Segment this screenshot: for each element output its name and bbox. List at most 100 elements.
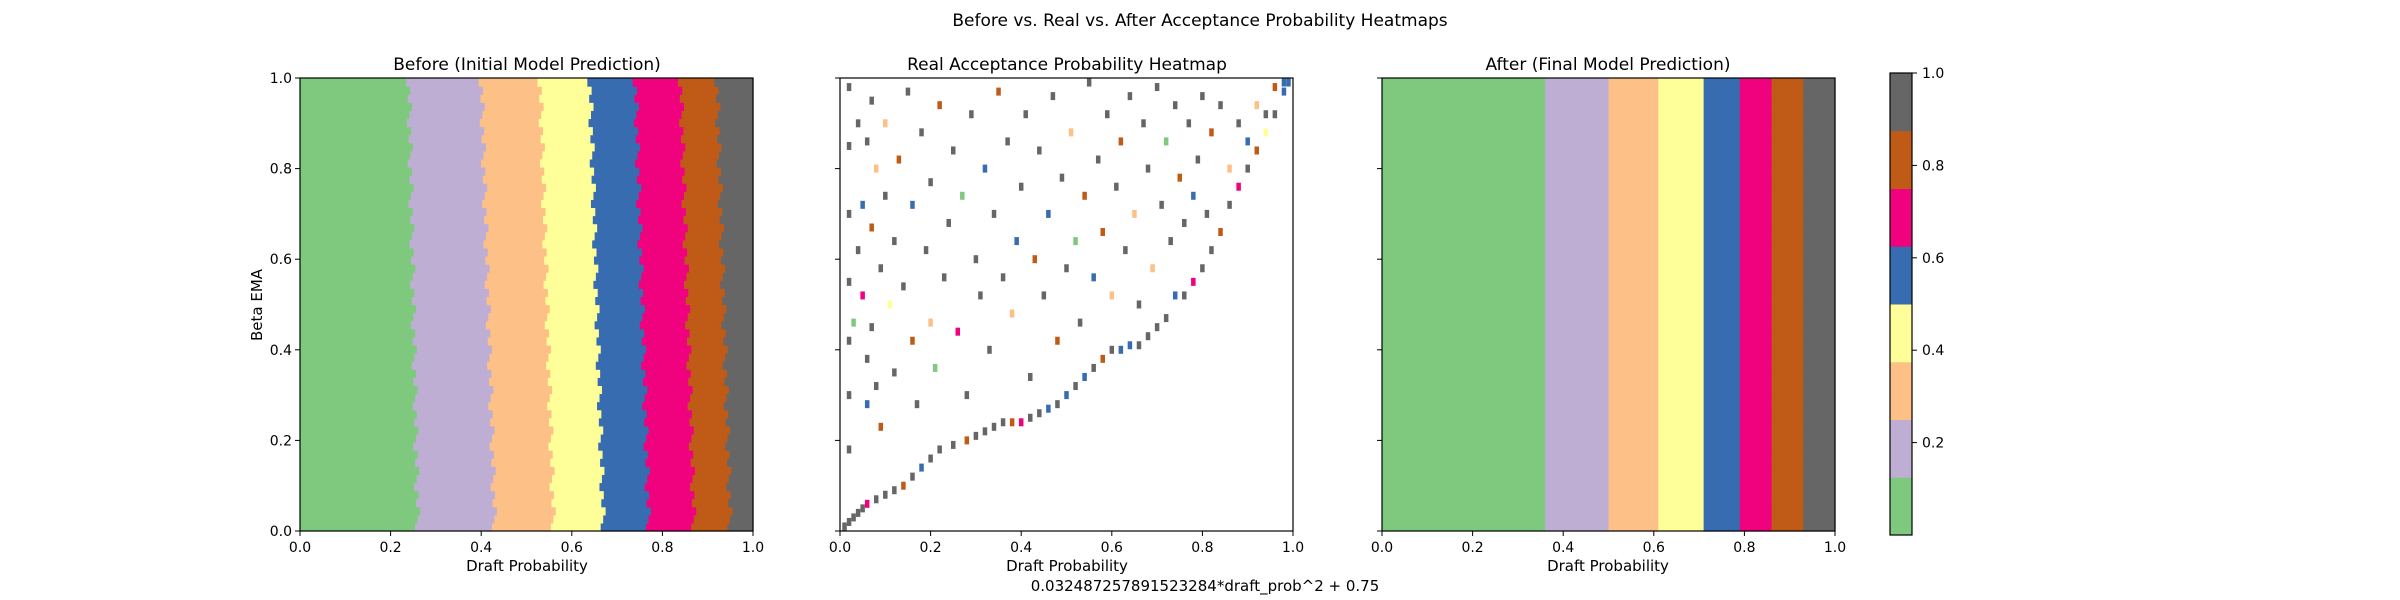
heatmap-band-cell: [1803, 522, 1836, 532]
heatmap-cell: [1245, 164, 1250, 173]
heatmap-band-cell: [1739, 94, 1773, 103]
heatmap-band-cell: [1703, 304, 1741, 314]
panel-before: Before (Initial Model Prediction) 0.0 0.2…: [248, 55, 764, 575]
y-axis-ticks: 0.0 0.2 0.4 0.6 0.8 1.0: [270, 71, 300, 540]
heatmap-band-cell: [1658, 231, 1705, 241]
heatmap-band-cell: [1658, 247, 1705, 257]
colorbar-swatch: [1890, 73, 1912, 132]
heatmap-band-cell: [1739, 304, 1773, 314]
heatmap-band-cell: [1658, 466, 1705, 475]
heatmap-band-cell: [493, 450, 554, 459]
heatmap-band-cell: [1803, 450, 1836, 459]
heatmap-band-cell: [722, 183, 754, 192]
heatmap-band-cell: [730, 425, 754, 435]
heatmap-band-cell: [1658, 425, 1705, 435]
heatmap-band-cell: [1739, 385, 1773, 395]
heatmap-band-cell: [720, 102, 754, 111]
heatmap-cell: [1046, 404, 1051, 413]
heatmap-band-cell: [646, 344, 692, 354]
heatmap-band-cell: [1658, 207, 1705, 217]
heatmap-band-cell: [1803, 377, 1836, 386]
x-tick-label: 0.2: [919, 540, 941, 556]
heatmap-band-cell: [643, 353, 690, 362]
heatmap-band-cell: [637, 239, 684, 249]
heatmap-band-cell: [479, 118, 540, 128]
heatmap-band-cell: [640, 207, 687, 217]
heatmap-band-cell: [641, 272, 688, 281]
heatmap-cell: [910, 336, 915, 345]
heatmap-band-cell: [603, 425, 650, 435]
heatmap-band-cell: [684, 255, 722, 265]
heatmap-band-cell: [715, 118, 754, 128]
heatmap-band-cell: [647, 474, 694, 484]
x-axis-ticks: 0.0 0.2 0.4 0.6 0.8 1.0: [1371, 531, 1846, 556]
heatmap-cell: [1127, 341, 1133, 350]
heatmap-cell: [1263, 110, 1269, 119]
heatmap-band-cell: [544, 320, 596, 330]
heatmap-band-cell: [415, 264, 491, 273]
heatmap-cell: [1136, 341, 1142, 350]
heatmap-cell: [1168, 237, 1173, 246]
heatmap-band-cell: [1703, 166, 1741, 176]
heatmap-band-cell: [646, 409, 693, 419]
heatmap-band-cell: [1771, 247, 1804, 257]
heatmap-band-cell: [1545, 142, 1610, 152]
heatmap-band-cell: [1382, 183, 1546, 192]
heatmap-band-cell: [640, 296, 687, 306]
heatmap-band-cell: [1608, 255, 1659, 265]
heatmap-band-cell: [1545, 272, 1610, 281]
heatmap-band-cell: [414, 288, 490, 298]
heatmap-band-cell: [647, 450, 694, 459]
x-tick-label: 0.2: [1461, 540, 1483, 556]
heatmap-band-cell: [300, 369, 417, 378]
heatmap-cell: [1272, 110, 1278, 119]
heatmap-cell: [1145, 332, 1151, 341]
heatmap-band-cell: [592, 126, 639, 136]
heatmap-cell: [1028, 413, 1033, 422]
heatmap-band-cell: [485, 255, 545, 265]
heatmap-band-cell: [717, 199, 754, 209]
heatmap-band-cell: [420, 506, 498, 516]
heatmap-cell: [1177, 173, 1182, 182]
heatmap-band-cell: [409, 175, 484, 184]
heatmap-band-cell: [552, 385, 603, 395]
heatmap-band-cell: [1771, 142, 1804, 152]
heatmap-band-cell: [492, 498, 553, 508]
heatmap-cell: [1037, 409, 1042, 418]
heatmap-band-cell: [496, 506, 557, 516]
heatmap-band-cell: [1771, 328, 1804, 338]
heatmap-band-cell: [1608, 458, 1659, 467]
heatmap-band-cell: [1803, 142, 1836, 152]
heatmap-cell: [892, 237, 897, 246]
heatmap-band-cell: [1382, 474, 1546, 484]
heatmap-band-cell: [1545, 482, 1610, 492]
heatmap-band-cell: [1739, 215, 1773, 225]
heatmap-band-cell: [539, 94, 590, 103]
heatmap-band-cell: [1545, 361, 1610, 370]
heatmap-band-cell: [687, 223, 725, 233]
heatmap-band-cell: [300, 102, 413, 111]
heatmap-band-cell: [300, 199, 410, 209]
heatmap-band-cell: [1703, 134, 1741, 144]
heatmap-band-cell: [725, 264, 754, 273]
heatmap-band-cell: [1739, 296, 1773, 306]
heatmap-band-cell: [1703, 86, 1741, 95]
heatmap-band-cell: [597, 401, 643, 411]
heatmap-band-cell: [1658, 482, 1705, 492]
x-tick-label: 0.0: [829, 540, 851, 556]
heatmap-band-cell: [682, 150, 720, 160]
heatmap-band-cell: [1608, 482, 1659, 492]
heatmap-band-cell: [690, 482, 727, 492]
heatmap-band-cell: [300, 150, 411, 160]
heatmap-band-cell: [1545, 191, 1610, 200]
colorbar-ticks: 0.2 0.4 0.6 0.8 1.0: [1912, 66, 1944, 452]
heatmap-band-cell: [413, 247, 489, 257]
heatmap-band-cell: [547, 223, 598, 233]
heatmap-band-cell: [645, 522, 692, 532]
heatmap-band-cell: [1545, 344, 1610, 354]
heatmap-band-cell: [1771, 207, 1804, 217]
heatmap-band-cell: [490, 304, 551, 314]
heatmap-band-cell: [1382, 272, 1546, 281]
heatmap-band-cell: [1545, 490, 1610, 500]
